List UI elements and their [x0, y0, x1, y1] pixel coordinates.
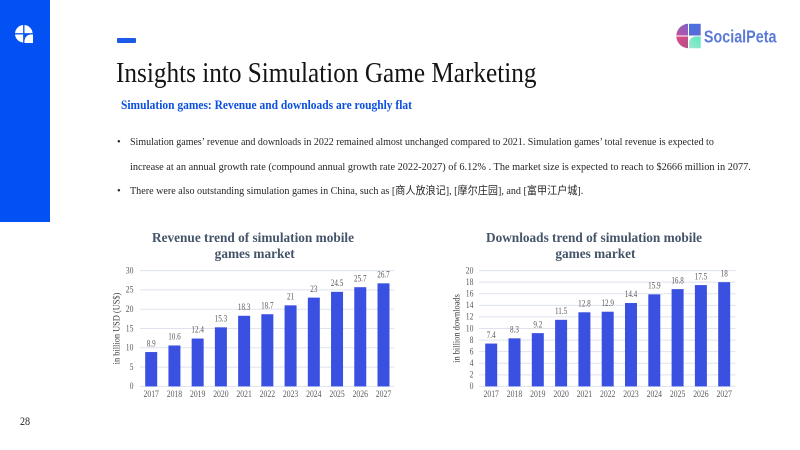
svg-text:games market: games market: [215, 245, 296, 260]
svg-text:15: 15: [126, 323, 134, 334]
svg-text:2024: 2024: [647, 388, 663, 399]
svg-text:12.9: 12.9: [601, 298, 613, 308]
svg-text:12.8: 12.8: [578, 299, 590, 309]
svg-text:18.7: 18.7: [261, 301, 273, 311]
svg-text:SocialPeta: SocialPeta: [704, 28, 777, 47]
svg-text:10: 10: [466, 323, 474, 334]
svg-text:2017: 2017: [484, 388, 500, 399]
svg-text:2027: 2027: [376, 388, 392, 399]
svg-text:2022: 2022: [600, 388, 615, 399]
svg-text:2020: 2020: [213, 388, 228, 399]
svg-text:2018: 2018: [167, 388, 182, 399]
svg-text:23: 23: [310, 284, 317, 294]
svg-text:30: 30: [126, 265, 134, 276]
svg-text:9.2: 9.2: [533, 319, 542, 329]
svg-text:16: 16: [466, 288, 474, 299]
svg-text:25.7: 25.7: [354, 274, 366, 284]
svg-text:14: 14: [466, 299, 474, 310]
svg-text:0: 0: [470, 380, 474, 391]
svg-text:in billion USD (US$): in billion USD (US$): [111, 293, 122, 365]
svg-text:2017: 2017: [144, 388, 160, 399]
svg-text:16.8: 16.8: [671, 275, 683, 285]
svg-text:2025: 2025: [329, 388, 344, 399]
svg-text:2021: 2021: [577, 388, 592, 399]
svg-text:25: 25: [126, 284, 134, 295]
svg-text:5: 5: [130, 361, 134, 372]
svg-text:2023: 2023: [283, 388, 298, 399]
svg-text:15.9: 15.9: [648, 281, 660, 291]
svg-text:8.3: 8.3: [510, 325, 519, 335]
svg-text:2022: 2022: [260, 388, 275, 399]
svg-text:2020: 2020: [553, 388, 568, 399]
svg-text:2026: 2026: [693, 388, 709, 399]
svg-text:7.4: 7.4: [487, 330, 497, 340]
svg-text:2024: 2024: [306, 388, 322, 399]
svg-text:24.5: 24.5: [331, 278, 343, 288]
svg-text:17.5: 17.5: [695, 271, 707, 281]
svg-text:2025: 2025: [670, 388, 685, 399]
svg-text:21: 21: [287, 292, 294, 302]
svg-text:8: 8: [470, 334, 474, 345]
svg-text:18: 18: [721, 268, 728, 278]
svg-text:2018: 2018: [507, 388, 522, 399]
svg-text:2027: 2027: [717, 388, 733, 399]
svg-text:11.5: 11.5: [555, 306, 567, 316]
svg-text:18: 18: [466, 276, 474, 287]
svg-text:8.9: 8.9: [147, 338, 156, 348]
svg-text:20: 20: [126, 303, 134, 314]
svg-text:12: 12: [466, 311, 474, 322]
svg-text:games market: games market: [555, 245, 636, 260]
svg-text:15.3: 15.3: [215, 314, 227, 324]
svg-text:18.3: 18.3: [238, 302, 250, 312]
svg-text:in billion downloads: in billion downloads: [451, 294, 462, 363]
svg-text:2019: 2019: [190, 388, 205, 399]
svg-text:12.4: 12.4: [191, 325, 204, 335]
svg-text:2: 2: [470, 369, 474, 380]
svg-text:6: 6: [470, 346, 474, 357]
svg-text:14.4: 14.4: [625, 289, 638, 299]
svg-text:10: 10: [126, 342, 134, 353]
svg-text:20: 20: [466, 265, 474, 276]
svg-text:2019: 2019: [530, 388, 545, 399]
svg-text:2026: 2026: [353, 388, 369, 399]
svg-text:Downloads trend of simulation: Downloads trend of simulation mobile: [486, 229, 702, 244]
svg-text:0: 0: [130, 380, 134, 391]
svg-text:4: 4: [470, 357, 474, 368]
svg-text:10.6: 10.6: [168, 332, 180, 342]
svg-text:Revenue trend of simulation mo: Revenue trend of simulation mobile: [152, 229, 354, 244]
svg-text:26.7: 26.7: [377, 270, 389, 280]
svg-text:2023: 2023: [623, 388, 638, 399]
svg-text:2021: 2021: [236, 388, 251, 399]
